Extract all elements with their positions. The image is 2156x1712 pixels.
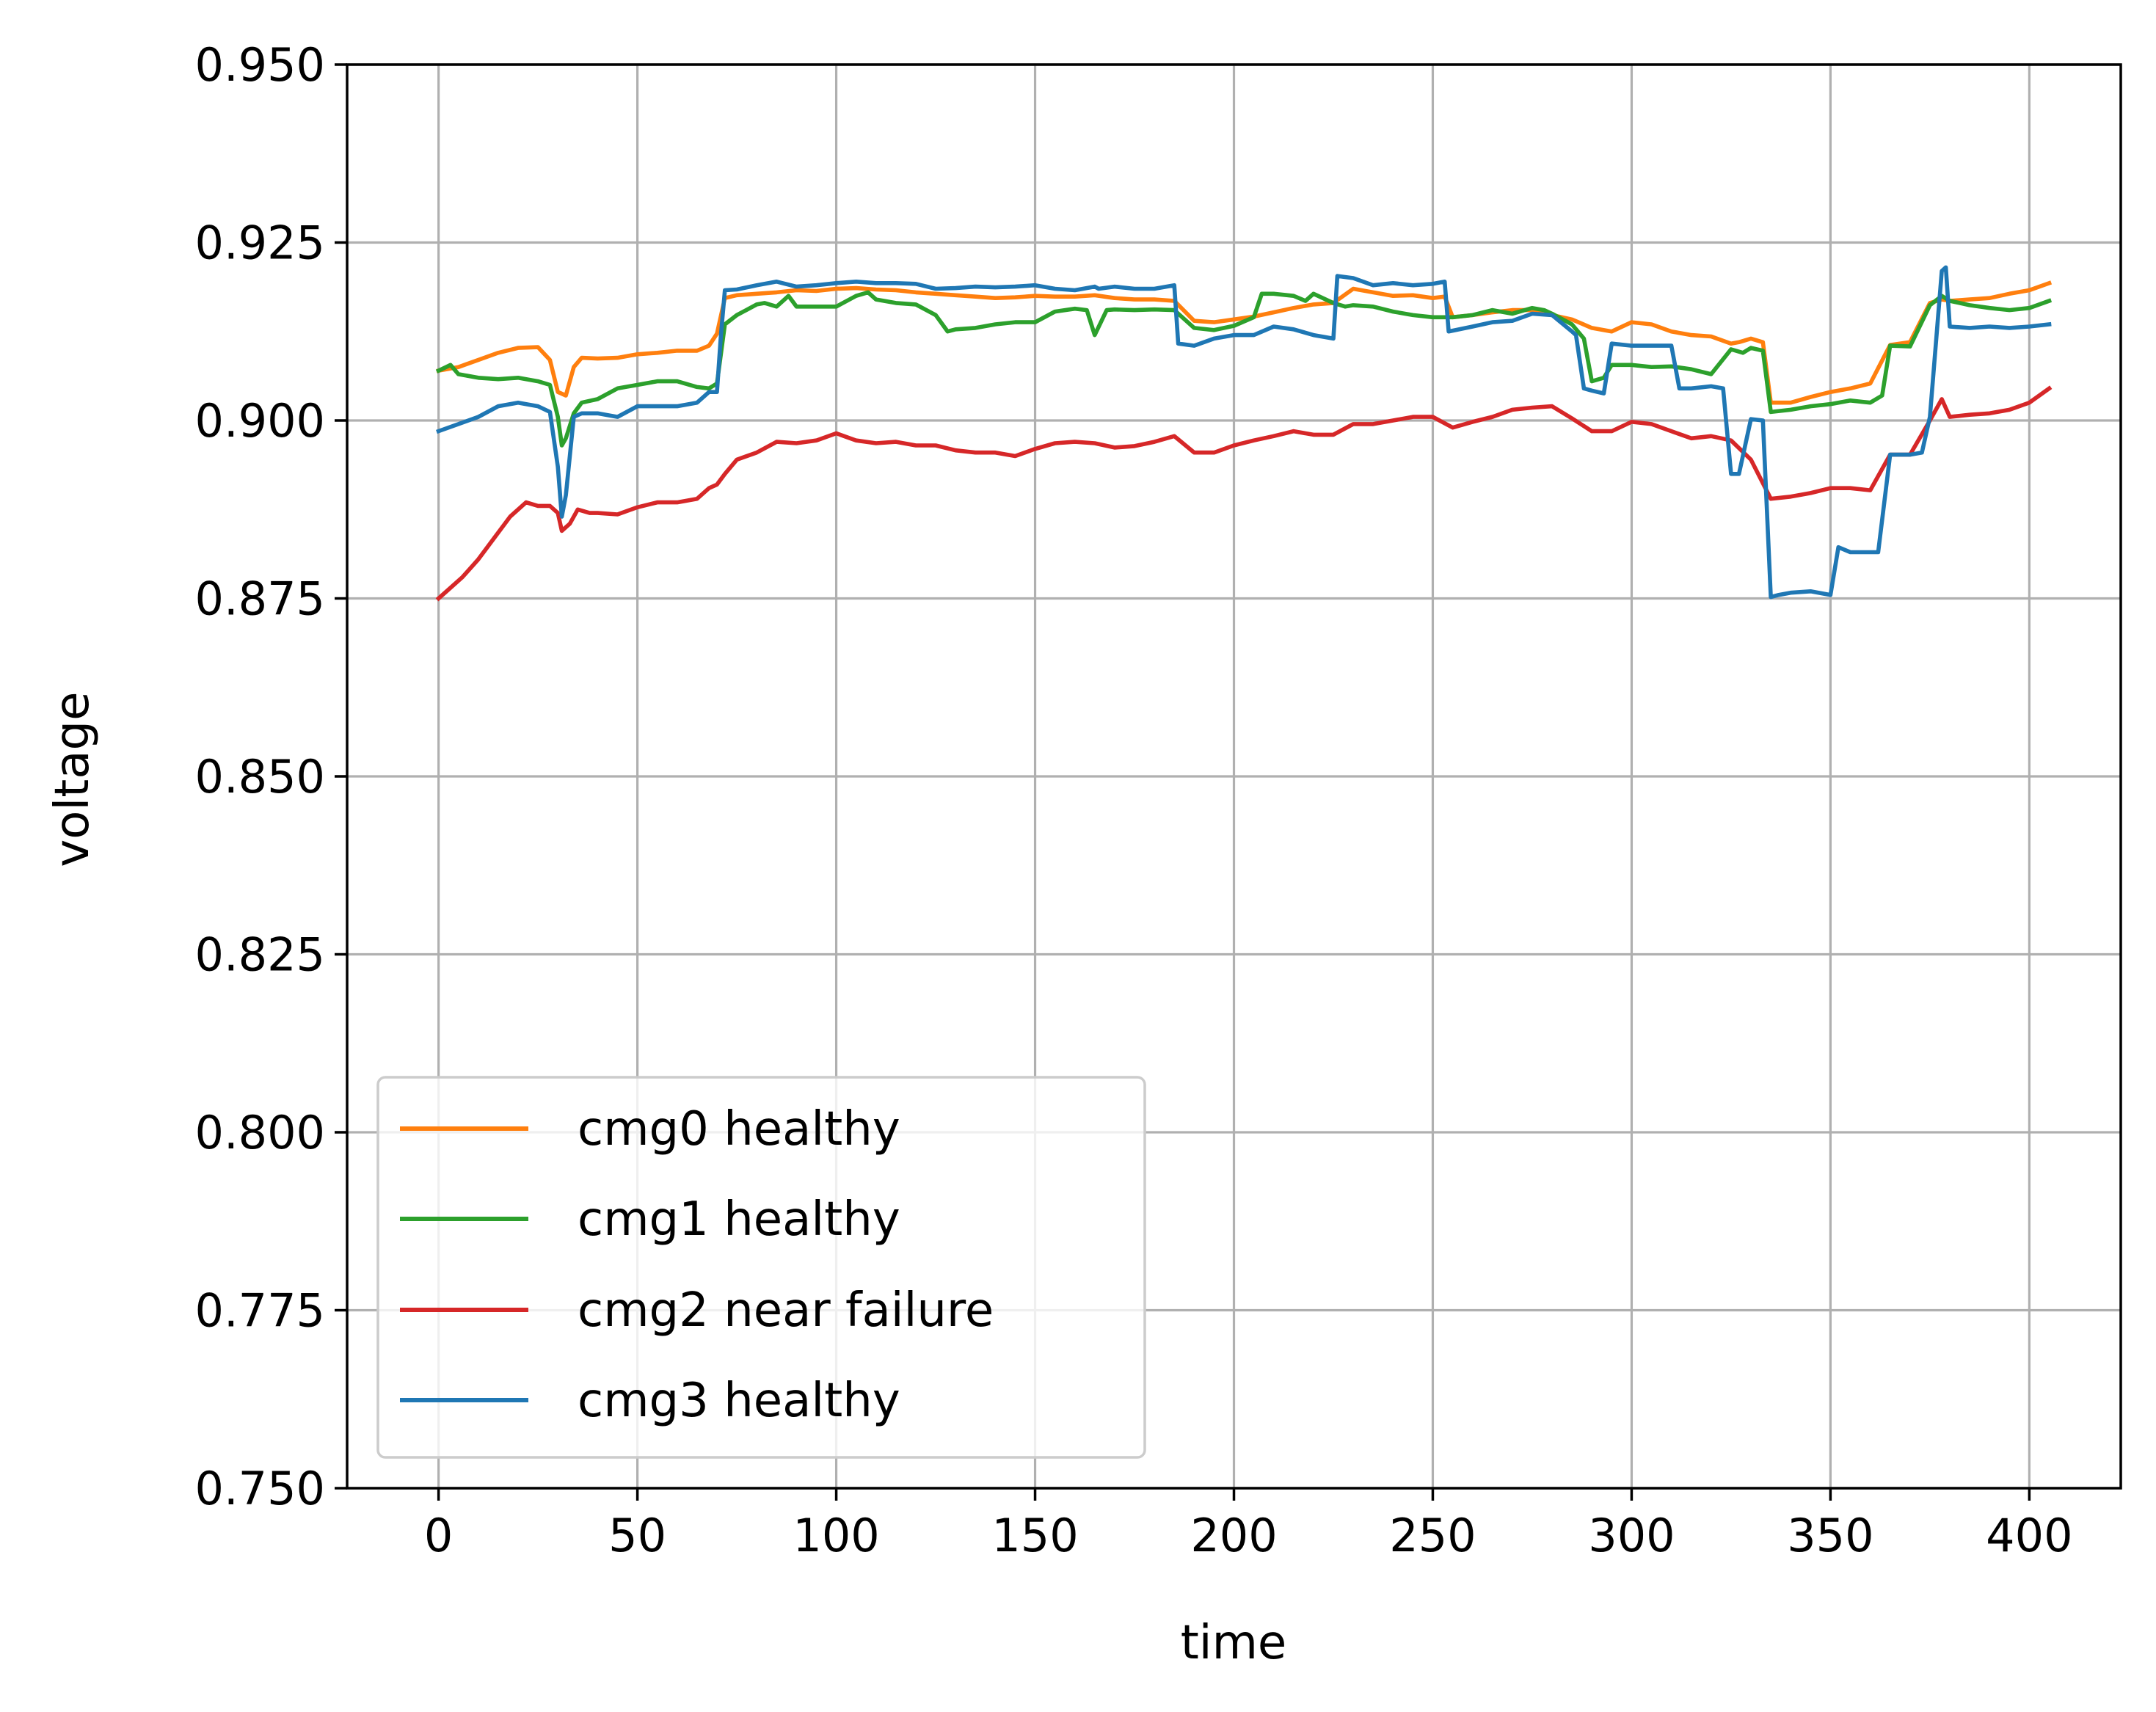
x-tick-label: 250 xyxy=(1389,1509,1476,1562)
legend-label: cmg3 healthy xyxy=(578,1374,900,1428)
x-tick-label: 350 xyxy=(1787,1509,1873,1562)
x-axis-label: time xyxy=(1181,1616,1287,1670)
y-tick-label: 0.900 xyxy=(195,394,326,448)
legend: cmg0 healthy cmg1 healthy cmg2 near failur… xyxy=(376,1076,1146,1459)
y-tick-label: 0.800 xyxy=(195,1106,326,1159)
series-line-cmg2 xyxy=(435,385,2053,602)
y-tick-label: 0.825 xyxy=(195,928,326,982)
x-tick-label: 300 xyxy=(1588,1509,1675,1562)
x-tick-label: 400 xyxy=(1986,1509,2072,1562)
series-line-cmg0 xyxy=(436,280,2053,405)
legend-label: cmg2 near failure xyxy=(578,1283,994,1338)
x-tick-label: 50 xyxy=(608,1509,666,1562)
x-tick-label: 200 xyxy=(1190,1509,1277,1562)
y-tick-label: 0.850 xyxy=(195,750,326,804)
legend-box xyxy=(376,1076,1146,1459)
data-series xyxy=(435,265,2053,602)
y-tick-label: 0.775 xyxy=(195,1284,326,1338)
y-tick-label: 0.925 xyxy=(195,216,326,270)
x-tick-label: 100 xyxy=(793,1509,879,1562)
series-line-cmg1 xyxy=(435,290,2053,448)
y-tick-label: 0.875 xyxy=(195,572,326,626)
legend-label: cmg1 healthy xyxy=(578,1192,900,1247)
y-axis-label: voltage xyxy=(45,691,100,867)
y-tick-label: 0.950 xyxy=(195,38,326,92)
axis-ticks: 0 50 100 150 200 250 300 350 400 0.750 0.775 0.800 0… xyxy=(195,38,2073,1562)
y-tick-label: 0.750 xyxy=(195,1462,326,1515)
series-line-cmg3 xyxy=(436,265,2052,600)
legend-label: cmg0 healthy xyxy=(578,1102,900,1156)
x-tick-label: 0 xyxy=(424,1509,453,1562)
x-tick-label: 150 xyxy=(991,1509,1078,1562)
